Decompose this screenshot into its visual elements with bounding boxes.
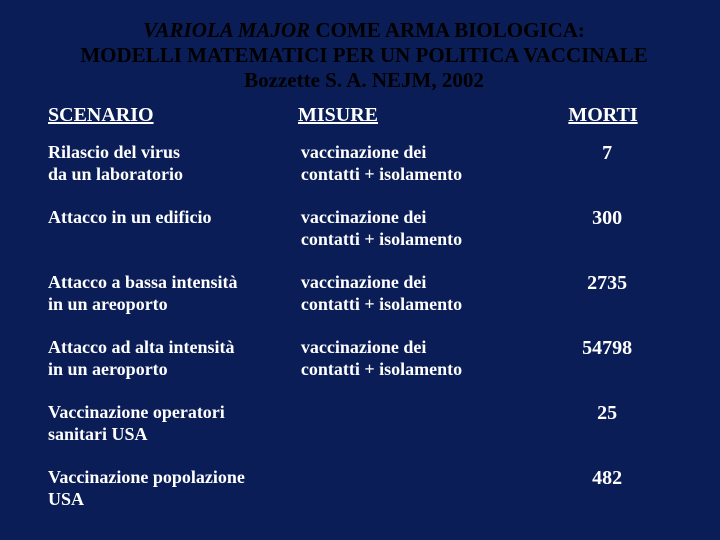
cell-misure: vaccinazione deicontatti + isolamento: [301, 141, 534, 186]
table-row: Vaccinazione popolazioneUSA 482: [48, 466, 680, 511]
title-line1-italic: VARIOLA MAJOR: [143, 18, 310, 42]
cell-morti: 2735: [534, 271, 680, 316]
slide: VARIOLA MAJOR COME ARMA BIOLOGICA: MODEL…: [0, 0, 720, 540]
cell-misure: vaccinazione deicontatti + isolamento: [301, 206, 534, 251]
cell-morti: 25: [534, 401, 680, 446]
table-row: Attacco in un edificiovaccinazione deico…: [48, 206, 680, 251]
cell-morti: 482: [534, 466, 680, 511]
cell-misure: vaccinazione deicontatti + isolamento: [301, 336, 534, 381]
title-line3: Bozzette S. A. NEJM, 2002: [244, 68, 484, 92]
cell-morti: 54798: [534, 336, 680, 381]
table-headers: SCENARIO MISURE MORTI: [48, 104, 680, 127]
cell-morti: 7: [534, 141, 680, 186]
cell-misure: [301, 466, 534, 511]
header-morti: MORTI: [528, 104, 678, 127]
header-scenario: SCENARIO: [48, 104, 298, 127]
cell-scenario: Vaccinazione operatorisanitari USA: [48, 401, 301, 446]
cell-misure: vaccinazione deicontatti + isolamento: [301, 271, 534, 316]
slide-title: VARIOLA MAJOR COME ARMA BIOLOGICA: MODEL…: [48, 18, 680, 94]
header-misure: MISURE: [298, 104, 528, 127]
table-row: Rilascio del virusda un laboratoriovacci…: [48, 141, 680, 186]
table-row: Attacco ad alta intensitàin un aeroporto…: [48, 336, 680, 381]
table-body: Rilascio del virusda un laboratoriovacci…: [48, 141, 680, 511]
cell-scenario: Attacco ad alta intensitàin un aeroporto: [48, 336, 301, 381]
title-line1-rest: COME ARMA BIOLOGICA:: [310, 18, 585, 42]
table-row: Vaccinazione operatorisanitari USA 25: [48, 401, 680, 446]
cell-misure: [301, 401, 534, 446]
cell-scenario: Rilascio del virusda un laboratorio: [48, 141, 301, 186]
title-line2: MODELLI MATEMATICI PER UN POLITICA VACCI…: [80, 43, 647, 67]
cell-morti: 300: [534, 206, 680, 251]
cell-scenario: Attacco in un edificio: [48, 206, 301, 251]
cell-scenario: Vaccinazione popolazioneUSA: [48, 466, 301, 511]
table-row: Attacco a bassa intensitàin un areoporto…: [48, 271, 680, 316]
cell-scenario: Attacco a bassa intensitàin un areoporto: [48, 271, 301, 316]
